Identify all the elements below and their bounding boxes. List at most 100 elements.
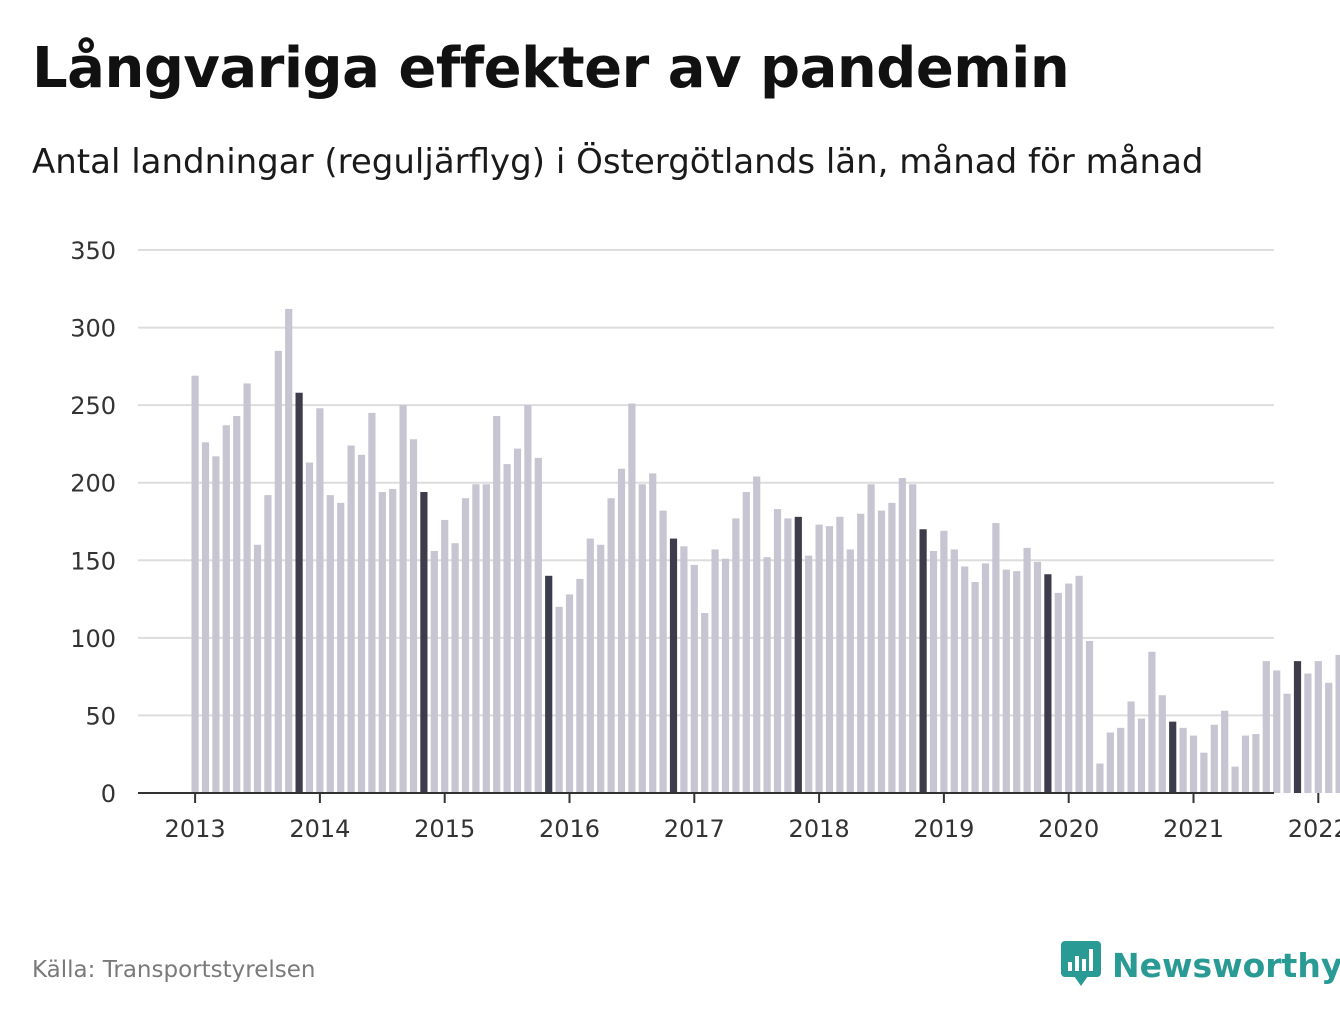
bar bbox=[1179, 727, 1187, 793]
bar bbox=[1023, 547, 1031, 793]
bar-highlight bbox=[295, 392, 303, 793]
chart-subtitle: Antal landningar (reguljärflyg) i Österg… bbox=[32, 142, 1204, 182]
bar bbox=[1200, 752, 1208, 793]
bar bbox=[659, 510, 667, 793]
bar bbox=[389, 488, 397, 793]
bar bbox=[357, 454, 366, 793]
bar bbox=[305, 462, 314, 793]
bar bbox=[243, 383, 251, 793]
bar bbox=[721, 558, 730, 793]
bar bbox=[1314, 661, 1322, 793]
bar-highlight bbox=[545, 575, 553, 793]
bar bbox=[877, 510, 886, 793]
bar bbox=[846, 549, 854, 793]
bar bbox=[805, 555, 813, 793]
bar bbox=[368, 412, 376, 793]
y-axis-labels: 0 50 100 150 200 250 300 350 bbox=[70, 237, 116, 808]
bar-highlight bbox=[669, 538, 678, 793]
bar bbox=[680, 546, 688, 793]
bar bbox=[1065, 583, 1073, 793]
bar bbox=[1054, 592, 1062, 793]
bar bbox=[597, 544, 605, 793]
bar bbox=[607, 498, 615, 793]
bar bbox=[451, 543, 459, 793]
x-axis-labels: 2013 2014 2015 2016 2017 2018 2019 2020 2021 2022 bbox=[165, 815, 1340, 843]
bar bbox=[857, 513, 865, 793]
bar bbox=[524, 405, 532, 793]
bar bbox=[285, 308, 293, 793]
bar bbox=[867, 484, 875, 793]
bar-highlight bbox=[1293, 661, 1302, 793]
source-note: Källa: Transportstyrelsen bbox=[32, 957, 316, 983]
bar bbox=[1075, 575, 1083, 793]
bar bbox=[576, 578, 584, 793]
bar bbox=[316, 408, 324, 793]
bar bbox=[1262, 661, 1270, 793]
bar bbox=[690, 564, 698, 793]
bar bbox=[1325, 682, 1333, 793]
bar bbox=[513, 448, 522, 793]
bar bbox=[1210, 724, 1218, 793]
bar bbox=[347, 445, 355, 793]
brand-logo: Newsworthy bbox=[1060, 940, 1340, 990]
bar bbox=[753, 476, 761, 793]
bar-highlight bbox=[1169, 721, 1177, 793]
bar bbox=[399, 405, 407, 793]
bar bbox=[638, 484, 646, 793]
x-tick-label: 2019 bbox=[913, 815, 974, 843]
bar bbox=[191, 375, 199, 793]
bar bbox=[493, 416, 501, 793]
bar bbox=[222, 425, 230, 793]
bar bbox=[337, 502, 345, 793]
bar bbox=[1252, 734, 1260, 793]
bar bbox=[732, 518, 740, 793]
y-tick-label: 250 bbox=[70, 392, 116, 420]
bar bbox=[929, 550, 938, 793]
bar bbox=[1013, 571, 1021, 793]
bar bbox=[461, 498, 470, 793]
bar bbox=[1117, 727, 1125, 793]
bar bbox=[1158, 695, 1166, 793]
bar-chart-speech-bubble-icon bbox=[1061, 941, 1101, 986]
bar bbox=[274, 350, 282, 793]
y-tick-label: 100 bbox=[70, 625, 116, 653]
y-tick-label: 0 bbox=[101, 780, 116, 808]
bar bbox=[1096, 763, 1104, 793]
bar-highlight bbox=[794, 516, 802, 793]
bar bbox=[1127, 701, 1135, 793]
bar bbox=[565, 594, 574, 793]
x-tick-label: 2020 bbox=[1038, 815, 1099, 843]
bar bbox=[482, 484, 490, 793]
bar bbox=[1137, 718, 1146, 793]
brand-name: Newsworthy bbox=[1112, 945, 1340, 985]
bar bbox=[1002, 569, 1010, 793]
bar bbox=[430, 550, 438, 793]
bar-highlight bbox=[919, 529, 927, 793]
bar bbox=[742, 492, 750, 793]
bars bbox=[191, 308, 1340, 793]
x-tick-label: 2021 bbox=[1163, 815, 1224, 843]
bar bbox=[898, 478, 906, 793]
bar bbox=[378, 492, 386, 793]
bar bbox=[815, 524, 823, 793]
bar bbox=[1304, 673, 1312, 793]
bar bbox=[1273, 670, 1281, 793]
bar bbox=[701, 613, 709, 793]
bar bbox=[441, 519, 449, 793]
x-tick-label: 2014 bbox=[289, 815, 350, 843]
chart-title: Långvariga effekter av pandemin bbox=[32, 36, 1070, 101]
y-tick-label: 200 bbox=[70, 470, 116, 498]
bar bbox=[534, 457, 542, 793]
bar bbox=[888, 502, 896, 793]
x-axis bbox=[138, 792, 1320, 803]
bar bbox=[825, 526, 834, 793]
bar bbox=[253, 544, 262, 793]
y-tick-label: 150 bbox=[70, 547, 116, 575]
bar bbox=[836, 516, 844, 793]
bar bbox=[212, 456, 220, 793]
bar bbox=[992, 523, 1000, 793]
bar bbox=[784, 518, 792, 793]
bar bbox=[1283, 693, 1291, 793]
bar bbox=[940, 530, 948, 793]
bar bbox=[909, 484, 917, 793]
